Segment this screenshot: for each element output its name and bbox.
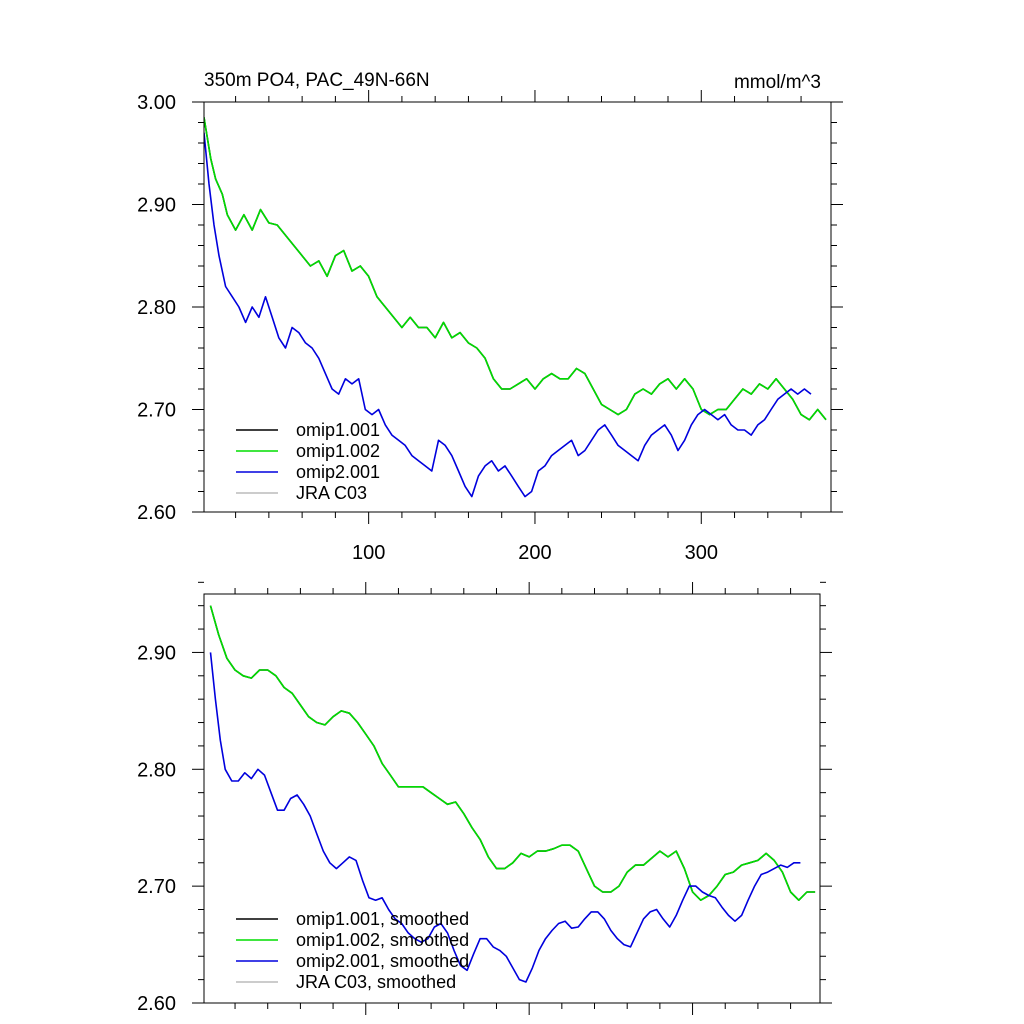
top-units-label: mmol/m^3 — [734, 72, 821, 93]
top-series-group — [204, 117, 827, 498]
bottom-plot-frame — [203, 593, 821, 1004]
top-x-tick-label: 200 — [518, 542, 551, 564]
top-y-tick-label: 3.00 — [137, 92, 176, 114]
top-series-omip1-002 — [204, 117, 827, 421]
bottom-y-tick-label: 2.60 — [137, 993, 176, 1015]
top-y-tick-label: 2.70 — [137, 400, 176, 422]
bottom-legend-label: omip2.001, smoothed — [296, 951, 469, 971]
bottom-series-omip1-002 — [209, 605, 816, 901]
bottom-legend-label: JRA C03, smoothed — [296, 972, 456, 992]
bottom-legend-label: omip1.002, smoothed — [296, 930, 469, 950]
top-series-omip2-001 — [204, 132, 812, 498]
bottom-y-tick-label: 2.70 — [137, 876, 176, 898]
top-chart-title: 350m PO4, PAC_49N-66N — [204, 70, 430, 91]
bottom-y-tick-label: 2.90 — [137, 642, 176, 664]
top-x-tick-label: 100 — [352, 542, 385, 564]
top-y-tick-label: 2.60 — [137, 502, 176, 524]
bottom-series-omip1-001 — [209, 605, 816, 901]
top-legend-label: omip1.002 — [296, 441, 380, 461]
top-legend-label: JRA C03 — [296, 483, 367, 503]
bottom-panel: 2.60 2.70 2.80 2.90 omip1.001, smoothedomip1… — [137, 581, 832, 1015]
top-series-omip1-001 — [204, 117, 827, 421]
bottom-series-group — [209, 605, 816, 983]
top-x-tick-label: 300 — [685, 542, 718, 564]
bottom-y-tick-label: 2.80 — [137, 759, 176, 781]
top-y-tick-label: 2.90 — [137, 195, 176, 217]
bottom-series-omip2-001 — [209, 652, 801, 983]
bottom-legend-label: omip1.001, smoothed — [296, 909, 469, 929]
top-y-tick-label: 2.80 — [137, 297, 176, 319]
top-legend-label: omip1.001 — [296, 420, 380, 440]
top-legend-label: omip2.001 — [296, 462, 380, 482]
top-panel: 350m PO4, PAC_49N-66N mmol/m^3 100 200 300 2.… — [137, 70, 843, 564]
